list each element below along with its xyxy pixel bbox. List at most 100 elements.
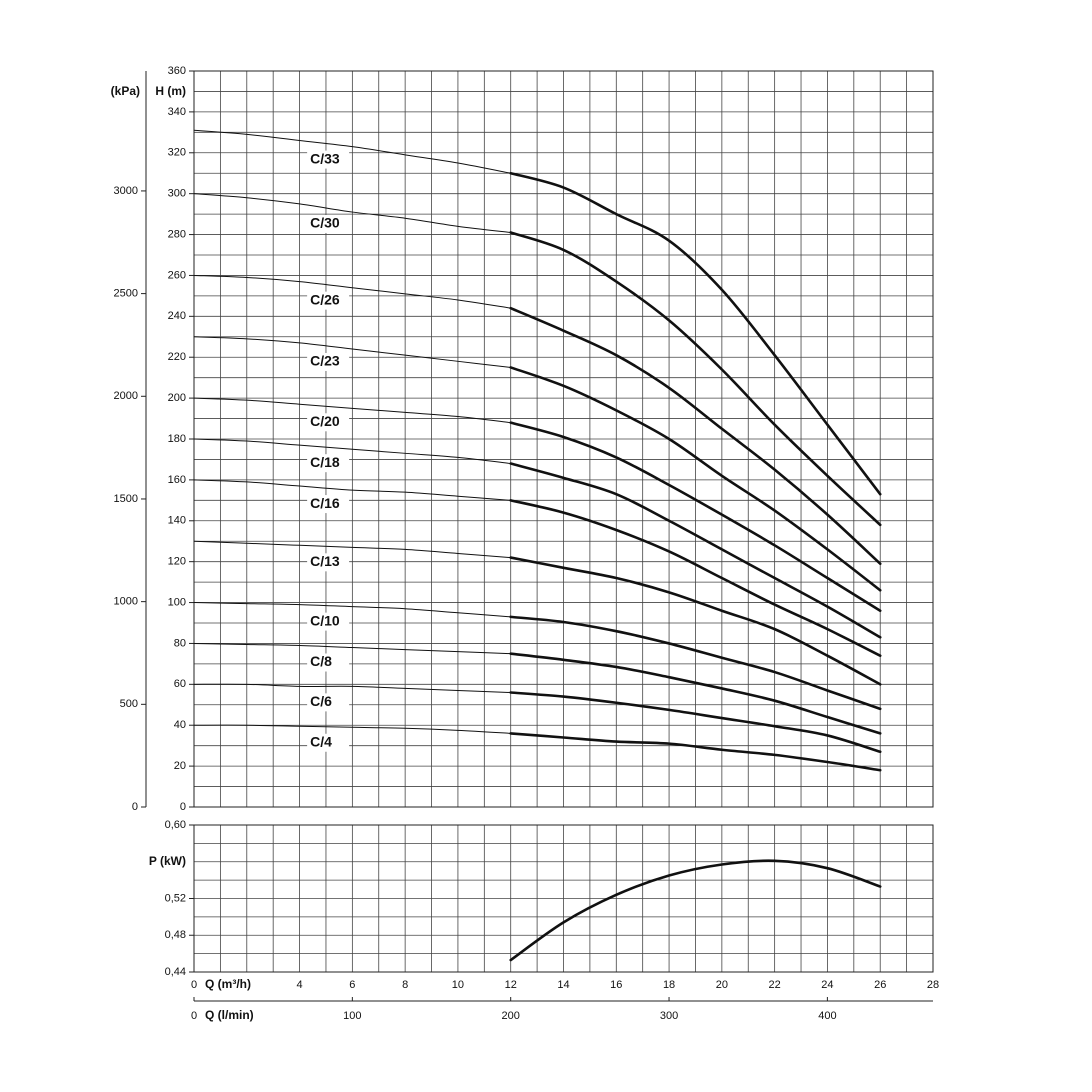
y-axis-title: P (kW) bbox=[149, 854, 186, 868]
x-tick-label: 10 bbox=[452, 979, 464, 991]
curve-label: C/8 bbox=[310, 653, 332, 669]
curve bbox=[193, 540, 512, 559]
x-tick-label: 24 bbox=[821, 979, 833, 991]
y-tick-label: 340 bbox=[168, 106, 186, 118]
curve bbox=[509, 859, 882, 962]
curve-label-bg bbox=[307, 693, 350, 712]
y-tick-label: 180 bbox=[168, 433, 186, 445]
curve-label: C/13 bbox=[310, 553, 340, 569]
y-tick-label: 200 bbox=[168, 392, 186, 404]
x-tick-label: 20 bbox=[716, 979, 728, 991]
curve bbox=[509, 499, 882, 658]
y-tick-label: 280 bbox=[168, 228, 186, 240]
y2-tick-label: 1500 bbox=[114, 493, 138, 505]
x-tick-label: 28 bbox=[927, 979, 939, 991]
y2-tick-label: 2500 bbox=[114, 288, 138, 300]
x2-tick-label: 300 bbox=[660, 1010, 678, 1022]
x2-tick-label: 200 bbox=[502, 1010, 520, 1022]
x-tick-label: 8 bbox=[402, 979, 408, 991]
curve bbox=[509, 652, 882, 735]
y-tick-label: 320 bbox=[168, 147, 186, 159]
y-tick-label: 60 bbox=[174, 678, 186, 690]
curve bbox=[509, 691, 882, 754]
y-tick-label: 0 bbox=[180, 801, 186, 813]
x-tick-label: 18 bbox=[663, 979, 675, 991]
curve-label-bg bbox=[307, 733, 350, 752]
curve bbox=[193, 479, 512, 501]
y-tick-label: 100 bbox=[168, 596, 186, 608]
y-tick-label: 80 bbox=[174, 637, 186, 649]
curve bbox=[193, 602, 512, 618]
curve bbox=[509, 171, 882, 496]
y-tick-label: 140 bbox=[168, 515, 186, 527]
x2-tick-label: 100 bbox=[343, 1010, 361, 1022]
curve-label-bg bbox=[307, 150, 350, 169]
curve bbox=[193, 683, 512, 694]
curve-label: C/10 bbox=[310, 612, 340, 628]
curve bbox=[509, 732, 882, 772]
curve-label-bg bbox=[307, 352, 350, 371]
curve bbox=[509, 421, 882, 613]
x2-tick-label: 400 bbox=[818, 1010, 836, 1022]
curve bbox=[509, 231, 882, 527]
x-tick-label: 14 bbox=[557, 979, 569, 991]
x-tick-label: 22 bbox=[769, 979, 781, 991]
curve bbox=[509, 366, 882, 592]
curve bbox=[193, 274, 512, 309]
x-axis-title: Q (m³/h) bbox=[205, 977, 251, 991]
curve-label-bg bbox=[307, 454, 350, 473]
y2-tick-label: 2000 bbox=[114, 390, 138, 402]
curve-label: C/16 bbox=[310, 495, 340, 511]
curve bbox=[193, 438, 512, 465]
y-axis-title: H (m) bbox=[155, 84, 186, 98]
y-tick-label: 0,44 bbox=[165, 966, 186, 978]
curve bbox=[193, 642, 512, 655]
y-tick-label: 360 bbox=[168, 65, 186, 77]
y2-tick-label: 500 bbox=[120, 698, 138, 710]
y-tick-label: 240 bbox=[168, 310, 186, 322]
curve-label: C/4 bbox=[310, 733, 332, 749]
curve-label-bg bbox=[307, 214, 350, 233]
curve-label: C/23 bbox=[310, 353, 340, 369]
y2-tick-label: 1000 bbox=[114, 596, 138, 608]
curve-label-bg bbox=[307, 413, 350, 432]
y-tick-label: 120 bbox=[168, 556, 186, 568]
curve bbox=[509, 556, 882, 686]
curve bbox=[193, 724, 512, 734]
y-tick-label: 260 bbox=[168, 269, 186, 281]
curve bbox=[193, 336, 512, 368]
curve-label: C/26 bbox=[310, 291, 340, 307]
curve bbox=[509, 615, 882, 711]
curve-label-bg bbox=[307, 612, 350, 631]
y-tick-label: 220 bbox=[168, 351, 186, 363]
curve bbox=[193, 397, 512, 424]
y-tick-label: 0,48 bbox=[165, 929, 186, 941]
x-tick-label: 12 bbox=[505, 979, 517, 991]
x2-tick-label: 0 bbox=[191, 1010, 197, 1022]
y-tick-label: 20 bbox=[174, 760, 186, 772]
x-tick-label: 16 bbox=[610, 979, 622, 991]
curve bbox=[509, 306, 882, 566]
y2-tick-label: 0 bbox=[132, 801, 138, 813]
curve-label-bg bbox=[307, 553, 350, 572]
x-tick-label: 0 bbox=[191, 979, 197, 991]
y-tick-label: 300 bbox=[168, 188, 186, 200]
y-tick-label: 160 bbox=[168, 474, 186, 486]
y-tick-label: 40 bbox=[174, 719, 186, 731]
x2-axis-title: Q (l/min) bbox=[205, 1008, 254, 1022]
x-tick-label: 6 bbox=[349, 979, 355, 991]
y2-tick-label: 3000 bbox=[114, 185, 138, 197]
curve-label-bg bbox=[307, 495, 350, 514]
curve-label: C/20 bbox=[310, 413, 340, 429]
y-tick-label: 0,52 bbox=[165, 892, 186, 904]
curve-label: C/18 bbox=[310, 454, 340, 470]
curve bbox=[193, 129, 512, 174]
y-tick-label: 0,60 bbox=[165, 819, 186, 831]
curve-label: C/33 bbox=[310, 150, 340, 166]
curve bbox=[193, 193, 512, 234]
curve-label: C/6 bbox=[310, 693, 332, 709]
x-tick-label: 4 bbox=[297, 979, 303, 991]
y2-axis-title: (kPa) bbox=[111, 84, 140, 98]
curve-label: C/30 bbox=[310, 215, 340, 231]
